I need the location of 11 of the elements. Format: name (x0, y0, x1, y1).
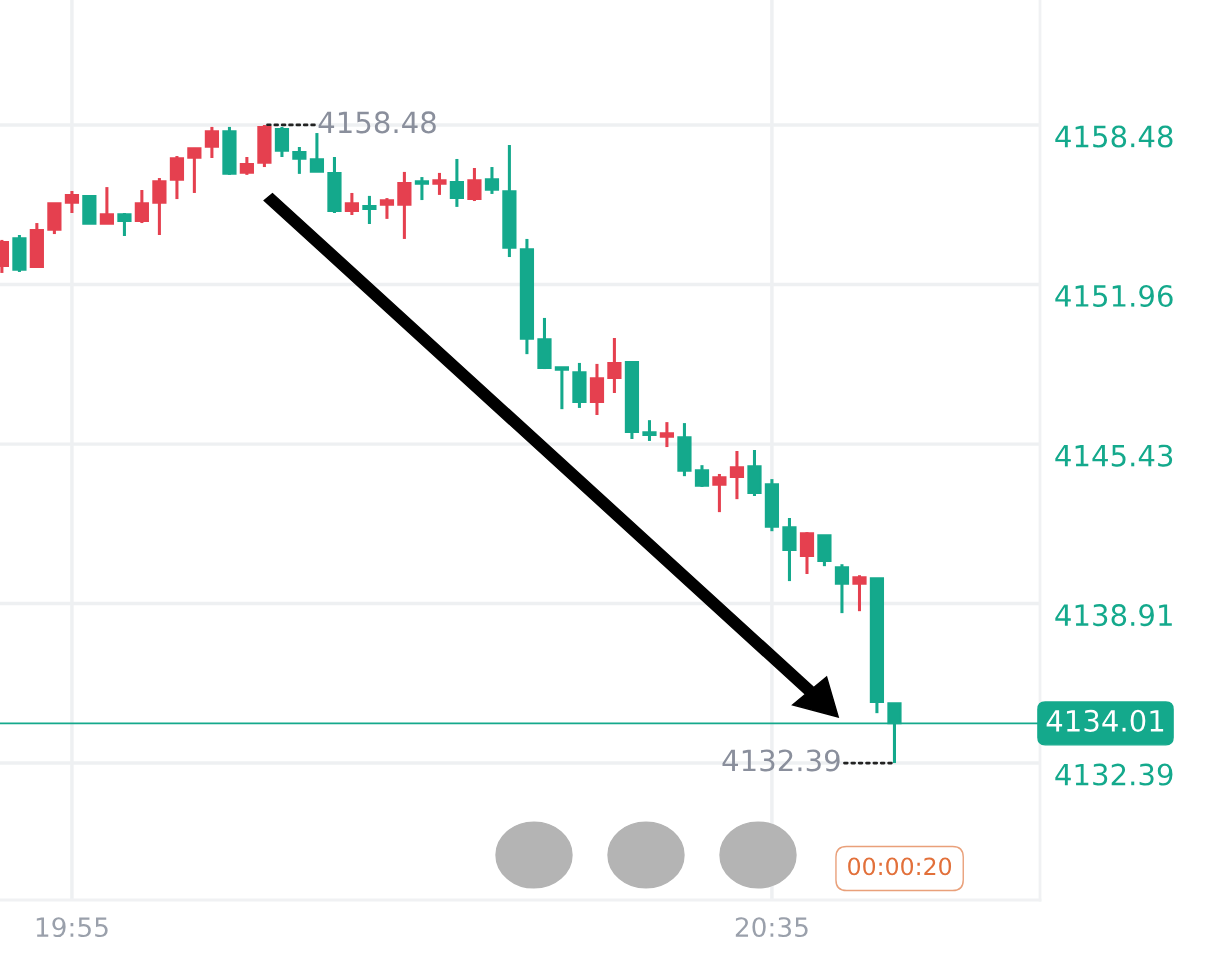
x-tick-label: 19:55 (36, 917, 108, 938)
y-tick-label: 4132.39 (1055, 763, 1173, 786)
annotation: 4158.48 (318, 111, 436, 134)
annotation: 00:00:20 (848, 857, 952, 876)
y-tick-label: 4145.43 (1055, 444, 1173, 467)
y-tick-label: 4158.48 (1055, 125, 1173, 148)
annotation: 4132.39 (722, 749, 840, 772)
ref-line-label: 4134.01 (1046, 709, 1164, 732)
y-tick-label: 4151.96 (1055, 284, 1173, 308)
y-tick-label: 4138.91 (1055, 604, 1172, 627)
x-tick-label: 20:35 (735, 917, 808, 938)
